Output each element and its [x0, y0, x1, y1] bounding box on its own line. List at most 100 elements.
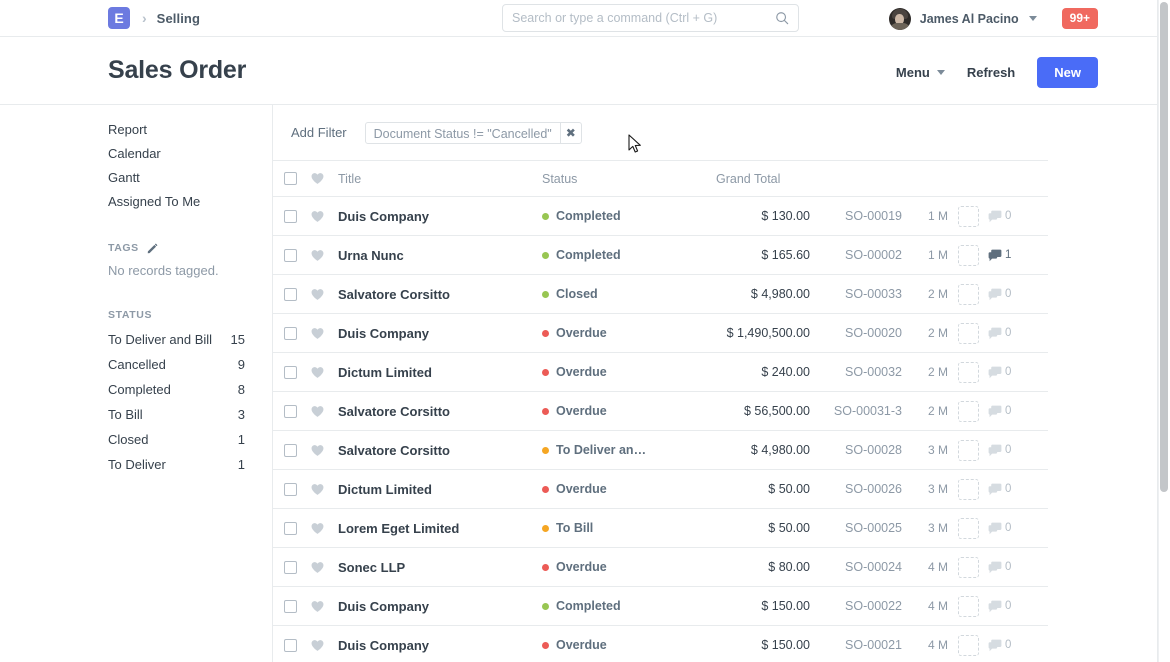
row-comment-cell[interactable]: 0 [988, 288, 1028, 301]
add-filter-button[interactable]: Add Filter [291, 125, 347, 140]
row-checkbox[interactable] [284, 326, 297, 340]
row-comment-cell[interactable]: 0 [988, 327, 1028, 340]
heart-icon[interactable] [311, 600, 324, 613]
sidebar-status-closed[interactable]: Closed 1 [108, 427, 245, 452]
row-document-name[interactable]: SO-00022 [845, 599, 902, 613]
row-comment-cell[interactable]: 0 [988, 639, 1028, 652]
row-comment-cell[interactable]: 0 [988, 600, 1028, 613]
table-row[interactable]: Salvatore Corsitto To Deliver an… $ 4,980.… [273, 431, 1048, 470]
row-comment-cell[interactable]: 0 [988, 483, 1028, 496]
row-document-name[interactable]: SO-00026 [845, 482, 902, 496]
heart-icon[interactable] [311, 210, 324, 223]
row-comment-cell[interactable]: 0 [988, 561, 1028, 574]
heart-icon[interactable] [311, 327, 324, 340]
assign-user-button[interactable] [957, 400, 979, 422]
heart-icon[interactable] [311, 561, 324, 574]
sidebar-status-to-bill[interactable]: To Bill 3 [108, 402, 245, 427]
avatar[interactable] [888, 7, 911, 30]
assign-user-button[interactable] [957, 556, 979, 578]
row-title[interactable]: Duis Company [338, 325, 430, 341]
row-document-name[interactable]: SO-00025 [845, 521, 902, 535]
assign-user-button[interactable] [957, 205, 979, 227]
row-document-name[interactable]: SO-00031-3 [833, 404, 902, 418]
search-input[interactable] [512, 11, 775, 25]
row-title[interactable]: Duis Company [338, 598, 430, 614]
sidebar-status-to-deliver-and-bill[interactable]: To Deliver and Bill 15 [108, 327, 245, 352]
sidebar-item-assigned-to-me[interactable]: Assigned To Me [108, 194, 201, 209]
heart-icon[interactable] [311, 444, 324, 457]
column-header-status[interactable]: Status [542, 172, 708, 186]
select-all-checkbox[interactable] [284, 172, 297, 185]
table-row[interactable]: Duis Company Overdue $ 150.00 SO-00021 4 M 0 [273, 626, 1048, 662]
sidebar-item-gantt[interactable]: Gantt [108, 170, 140, 185]
table-row[interactable]: Salvatore Corsitto Overdue $ 56,500.00 SO-0… [273, 392, 1048, 431]
row-checkbox[interactable] [284, 365, 297, 379]
sidebar-item-report[interactable]: Report [108, 122, 148, 137]
assign-user-button[interactable] [957, 634, 979, 656]
heart-icon[interactable] [311, 483, 324, 496]
row-title[interactable]: Dictum Limited [338, 364, 432, 380]
breadcrumb-selling[interactable]: Selling [156, 10, 200, 26]
new-button[interactable]: New [1037, 57, 1098, 88]
row-document-name[interactable]: SO-00033 [845, 287, 902, 301]
row-comment-cell[interactable]: 0 [988, 522, 1028, 535]
table-row[interactable]: Dictum Limited Overdue $ 50.00 SO-00026 3 M 0 [273, 470, 1048, 509]
row-checkbox[interactable] [284, 248, 297, 262]
column-header-grand-total[interactable]: Grand Total [716, 171, 781, 186]
table-row[interactable]: Dictum Limited Overdue $ 240.00 SO-00032 2 M… [273, 353, 1048, 392]
assign-user-button[interactable] [957, 361, 979, 383]
table-row[interactable]: Sonec LLP Overdue $ 80.00 SO-00024 4 M 0 [273, 548, 1048, 587]
sidebar-status-to-deliver[interactable]: To Deliver 1 [108, 452, 245, 477]
row-comment-cell[interactable]: 1 [988, 249, 1028, 262]
assign-user-button[interactable] [957, 244, 979, 266]
active-filter-label[interactable]: Document Status != "Cancelled" [366, 122, 561, 143]
row-comment-cell[interactable]: 0 [988, 210, 1028, 223]
assign-user-button[interactable] [957, 283, 979, 305]
row-title[interactable]: Salvatore Corsitto [338, 403, 450, 419]
sidebar-status-cancelled[interactable]: Cancelled 9 [108, 352, 245, 377]
active-filter-tag[interactable]: Document Status != "Cancelled" ✖ [364, 121, 582, 144]
chevron-down-icon[interactable] [1028, 16, 1037, 21]
row-checkbox[interactable] [284, 482, 297, 496]
row-checkbox[interactable] [284, 287, 297, 301]
pencil-icon[interactable] [147, 243, 158, 254]
row-document-name[interactable]: SO-00024 [845, 560, 902, 574]
heart-icon[interactable] [311, 288, 324, 301]
row-document-name[interactable]: SO-00032 [845, 365, 902, 379]
heart-icon[interactable] [311, 405, 324, 418]
heart-icon[interactable] [311, 639, 324, 652]
row-document-name[interactable]: SO-00019 [845, 209, 902, 223]
notification-badge[interactable]: 99+ [1061, 7, 1098, 30]
row-title[interactable]: Duis Company [338, 208, 430, 224]
refresh-button[interactable]: Refresh [966, 65, 1016, 80]
scrollbar-thumb[interactable] [1160, 2, 1168, 492]
app-logo-icon[interactable]: E [108, 7, 130, 29]
page-scrollbar[interactable] [1158, 0, 1170, 662]
assign-user-button[interactable] [957, 478, 979, 500]
table-row[interactable]: Salvatore Corsitto Closed $ 4,980.00 SO-000… [273, 275, 1048, 314]
menu-button[interactable]: Menu [896, 65, 945, 80]
table-row[interactable]: Urna Nunc Completed $ 165.60 SO-00002 1 M 1 [273, 236, 1048, 275]
row-comment-cell[interactable]: 0 [988, 444, 1028, 457]
row-checkbox[interactable] [284, 560, 297, 574]
row-document-name[interactable]: SO-00028 [845, 443, 902, 457]
heart-icon[interactable] [311, 522, 324, 535]
row-title[interactable]: Dictum Limited [338, 481, 432, 497]
heart-icon[interactable] [311, 366, 324, 379]
sidebar-status-completed[interactable]: Completed 8 [108, 377, 245, 402]
row-checkbox[interactable] [284, 599, 297, 613]
assign-user-button[interactable] [957, 517, 979, 539]
row-title[interactable]: Salvatore Corsitto [338, 286, 450, 302]
assign-user-button[interactable] [957, 439, 979, 461]
table-row[interactable]: Lorem Eget Limited To Bill $ 50.00 SO-00025… [273, 509, 1048, 548]
close-icon[interactable]: ✖ [565, 125, 576, 140]
row-title[interactable]: Sonec LLP [338, 559, 406, 575]
row-title[interactable]: Salvatore Corsitto [338, 442, 450, 458]
row-checkbox[interactable] [284, 443, 297, 457]
row-title[interactable]: Lorem Eget Limited [338, 520, 460, 536]
row-checkbox[interactable] [284, 209, 297, 223]
row-comment-cell[interactable]: 0 [988, 366, 1028, 379]
row-checkbox[interactable] [284, 638, 297, 652]
row-document-name[interactable]: SO-00021 [845, 638, 902, 652]
row-title[interactable]: Urna Nunc [338, 247, 404, 263]
